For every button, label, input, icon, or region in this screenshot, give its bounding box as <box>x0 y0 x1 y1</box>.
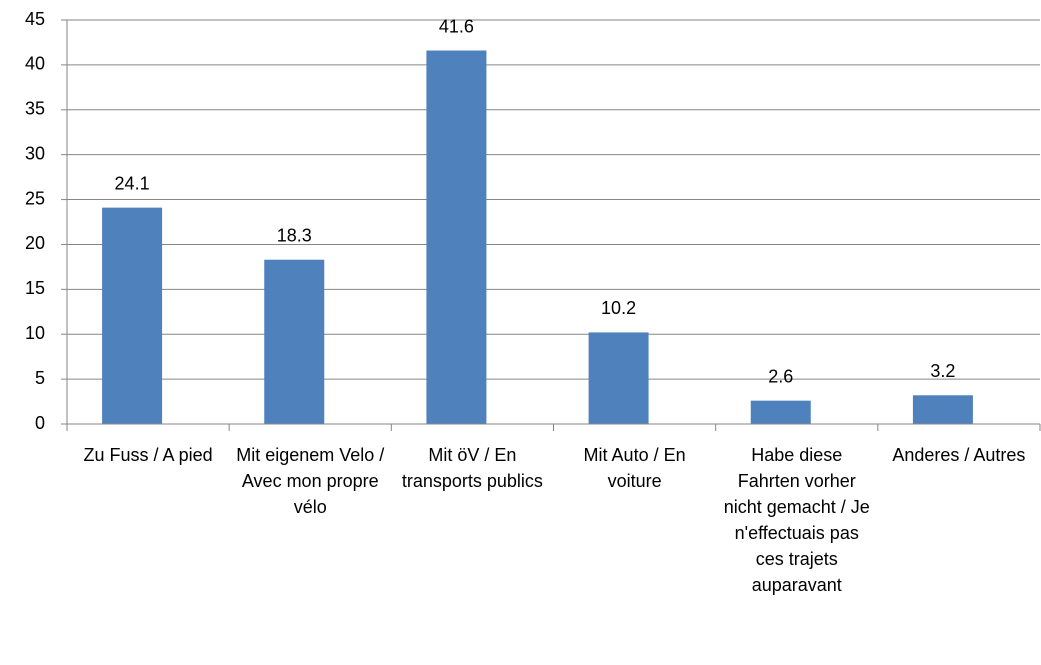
bar <box>102 207 163 424</box>
value-label: 2.6 <box>768 366 793 386</box>
value-label: 10.2 <box>601 298 636 318</box>
x-tick-label-box: Anderes / Autres <box>892 445 1026 465</box>
bar <box>912 395 973 424</box>
y-tick-label: 10 <box>25 323 45 343</box>
x-tick-label: Mit Auto / En voiture <box>583 445 686 491</box>
y-tick-label: 5 <box>35 368 45 388</box>
x-tick-label-box: Habe diese Fahrten vorher nicht gemacht … <box>723 445 870 595</box>
value-label: 24.1 <box>115 173 150 193</box>
y-tick-label: 20 <box>25 233 45 253</box>
value-label: 41.6 <box>439 16 474 36</box>
x-tick-label-box: Zu Fuss / A pied <box>83 445 213 465</box>
bar <box>426 50 487 424</box>
y-tick-label: 45 <box>25 9 45 29</box>
y-tick-label: 40 <box>25 54 45 74</box>
value-label: 18.3 <box>277 225 312 245</box>
x-tick-label: Anderes / Autres <box>892 445 1026 465</box>
bar <box>588 332 649 424</box>
x-tick-label-box: Mit eigenem Velo / Avec mon propre vélo <box>236 445 385 517</box>
y-tick-label: 0 <box>35 413 45 433</box>
x-tick-label: Zu Fuss / A pied <box>83 445 213 465</box>
y-tick-label: 35 <box>25 99 45 119</box>
y-tick-label: 25 <box>25 188 45 208</box>
y-tick-label: 30 <box>25 143 45 163</box>
x-tick-label: Habe diese Fahrten vorher nicht gemacht … <box>723 445 870 595</box>
value-label: 3.2 <box>930 361 955 381</box>
x-tick-label: Mit öV / En transports publics <box>401 445 543 491</box>
bar <box>750 400 811 424</box>
x-tick-label-box: Mit Auto / En voiture <box>583 445 686 491</box>
bar <box>264 259 325 424</box>
x-tick-label: Mit eigenem Velo / Avec mon propre vélo <box>236 445 385 517</box>
y-tick-label: 15 <box>25 278 45 298</box>
x-tick-label-box: Mit öV / En transports publics <box>401 445 543 491</box>
